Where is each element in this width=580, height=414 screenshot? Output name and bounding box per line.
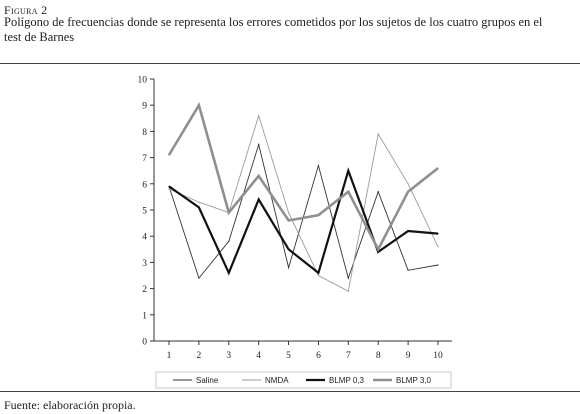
series-line-1 bbox=[168, 114, 439, 292]
data-point bbox=[287, 219, 290, 222]
data-point bbox=[228, 212, 230, 214]
data-point bbox=[258, 175, 260, 177]
x-tick-label: 9 bbox=[406, 351, 411, 361]
x-tick-label: 4 bbox=[256, 351, 261, 361]
x-tick-label: 6 bbox=[316, 351, 321, 361]
chart-legend: Saline NMDA BLMP 0,3 BLMP 3,0 bbox=[155, 371, 452, 389]
data-point bbox=[317, 164, 320, 167]
figure-label: Figura 2 bbox=[4, 3, 48, 17]
data-point bbox=[168, 154, 170, 156]
data-point bbox=[407, 183, 409, 185]
data-point bbox=[377, 191, 379, 193]
data-point bbox=[347, 170, 349, 172]
data-point bbox=[377, 133, 379, 135]
data-point bbox=[317, 274, 320, 277]
series-line-3 bbox=[167, 101, 439, 253]
x-tick-label: 7 bbox=[346, 351, 351, 361]
y-tick-label: 0 bbox=[142, 338, 147, 348]
y-tick-label: 6 bbox=[142, 180, 147, 190]
bottom-rule bbox=[0, 391, 580, 392]
series-line-2 bbox=[168, 167, 439, 276]
x-tick-label: 5 bbox=[286, 351, 291, 361]
x-tick-label: 2 bbox=[197, 351, 202, 361]
x-tick-label: 3 bbox=[226, 351, 231, 361]
data-point bbox=[198, 201, 200, 203]
legend-label-1: NMDA bbox=[265, 376, 289, 385]
data-point bbox=[437, 264, 439, 266]
legend-label-3: BLMP 3,0 bbox=[396, 376, 432, 385]
y-tick-label: 8 bbox=[142, 128, 147, 138]
data-point bbox=[317, 272, 320, 274]
y-tick-label: 5 bbox=[142, 207, 147, 217]
figure-caption: Polígono de frecuencias donde se represe… bbox=[4, 15, 543, 44]
data-point bbox=[317, 214, 320, 216]
data-point bbox=[228, 272, 230, 274]
data-point bbox=[407, 191, 409, 193]
x-tick-label: 8 bbox=[376, 351, 381, 361]
y-tick-label: 4 bbox=[142, 233, 147, 243]
legend-label-2: BLMP 0,3 bbox=[329, 376, 365, 385]
data-point bbox=[437, 167, 439, 169]
legend-frame bbox=[155, 371, 452, 389]
top-rule bbox=[0, 63, 580, 64]
data-point bbox=[407, 269, 409, 271]
y-tick-label: 1 bbox=[142, 311, 147, 321]
data-point bbox=[228, 240, 230, 243]
x-tick-label: 1 bbox=[167, 351, 172, 361]
data-point bbox=[347, 191, 349, 193]
data-point bbox=[198, 206, 200, 208]
data-point bbox=[287, 212, 290, 214]
y-tick-label: 10 bbox=[138, 76, 148, 86]
chart-ticks: 0 1 2 3 4 5 6 7 8 9 10 1 2 3 4 5 6 7 8 9 10 bbox=[138, 76, 444, 362]
legend-label-0: Saline bbox=[196, 376, 219, 385]
data-point bbox=[437, 232, 439, 235]
data-point bbox=[198, 104, 200, 106]
chart-series bbox=[167, 101, 439, 292]
data-point bbox=[407, 230, 409, 232]
data-point bbox=[198, 277, 200, 279]
data-point bbox=[377, 248, 379, 250]
data-point bbox=[258, 143, 260, 146]
data-point bbox=[287, 248, 290, 250]
y-tick-label: 2 bbox=[142, 285, 147, 295]
data-point bbox=[437, 246, 439, 248]
data-point bbox=[287, 267, 290, 269]
y-tick-label: 3 bbox=[142, 259, 147, 269]
data-point bbox=[168, 188, 170, 190]
data-point bbox=[258, 115, 260, 117]
y-tick-label: 9 bbox=[142, 102, 147, 112]
data-point bbox=[347, 277, 349, 279]
data-point bbox=[347, 290, 349, 292]
x-tick-label: 10 bbox=[433, 351, 443, 361]
y-tick-label: 7 bbox=[142, 154, 147, 164]
chart-axes bbox=[153, 79, 452, 342]
figure-source: Fuente: elaboración propia. bbox=[4, 398, 136, 412]
data-point bbox=[258, 198, 260, 201]
data-point bbox=[168, 185, 170, 188]
